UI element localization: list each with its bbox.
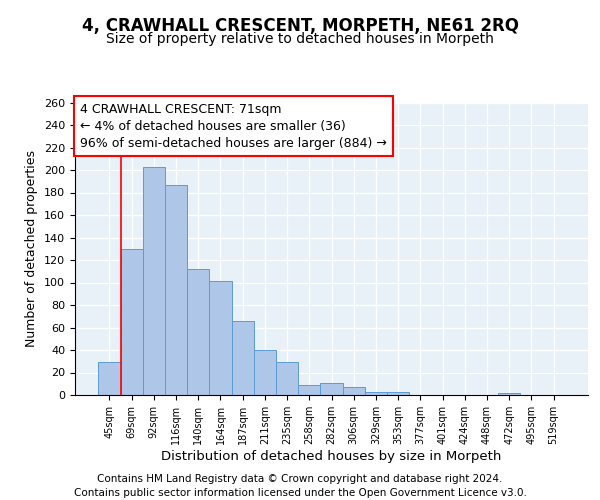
Bar	[254, 350, 276, 395]
Text: 4 CRAWHALL CRESCENT: 71sqm
← 4% of detached houses are smaller (36)
96% of semi-: 4 CRAWHALL CRESCENT: 71sqm ← 4% of detac…	[80, 102, 387, 150]
Bar	[365, 392, 387, 395]
Bar	[298, 385, 320, 395]
Text: Size of property relative to detached houses in Morpeth: Size of property relative to detached ho…	[106, 32, 494, 46]
Bar	[343, 387, 365, 395]
Bar	[143, 166, 165, 395]
Y-axis label: Number of detached properties: Number of detached properties	[25, 150, 38, 348]
Text: Contains HM Land Registry data © Crown copyright and database right 2024.
Contai: Contains HM Land Registry data © Crown c…	[74, 474, 526, 498]
Text: 4, CRAWHALL CRESCENT, MORPETH, NE61 2RQ: 4, CRAWHALL CRESCENT, MORPETH, NE61 2RQ	[82, 18, 518, 36]
Bar	[98, 362, 121, 395]
Bar	[165, 184, 187, 395]
Bar	[276, 362, 298, 395]
Bar	[320, 382, 343, 395]
Bar	[232, 321, 254, 395]
Bar	[387, 392, 409, 395]
Bar	[187, 269, 209, 395]
X-axis label: Distribution of detached houses by size in Morpeth: Distribution of detached houses by size …	[161, 450, 502, 462]
Bar	[209, 282, 232, 395]
Bar	[498, 393, 520, 395]
Bar	[121, 249, 143, 395]
